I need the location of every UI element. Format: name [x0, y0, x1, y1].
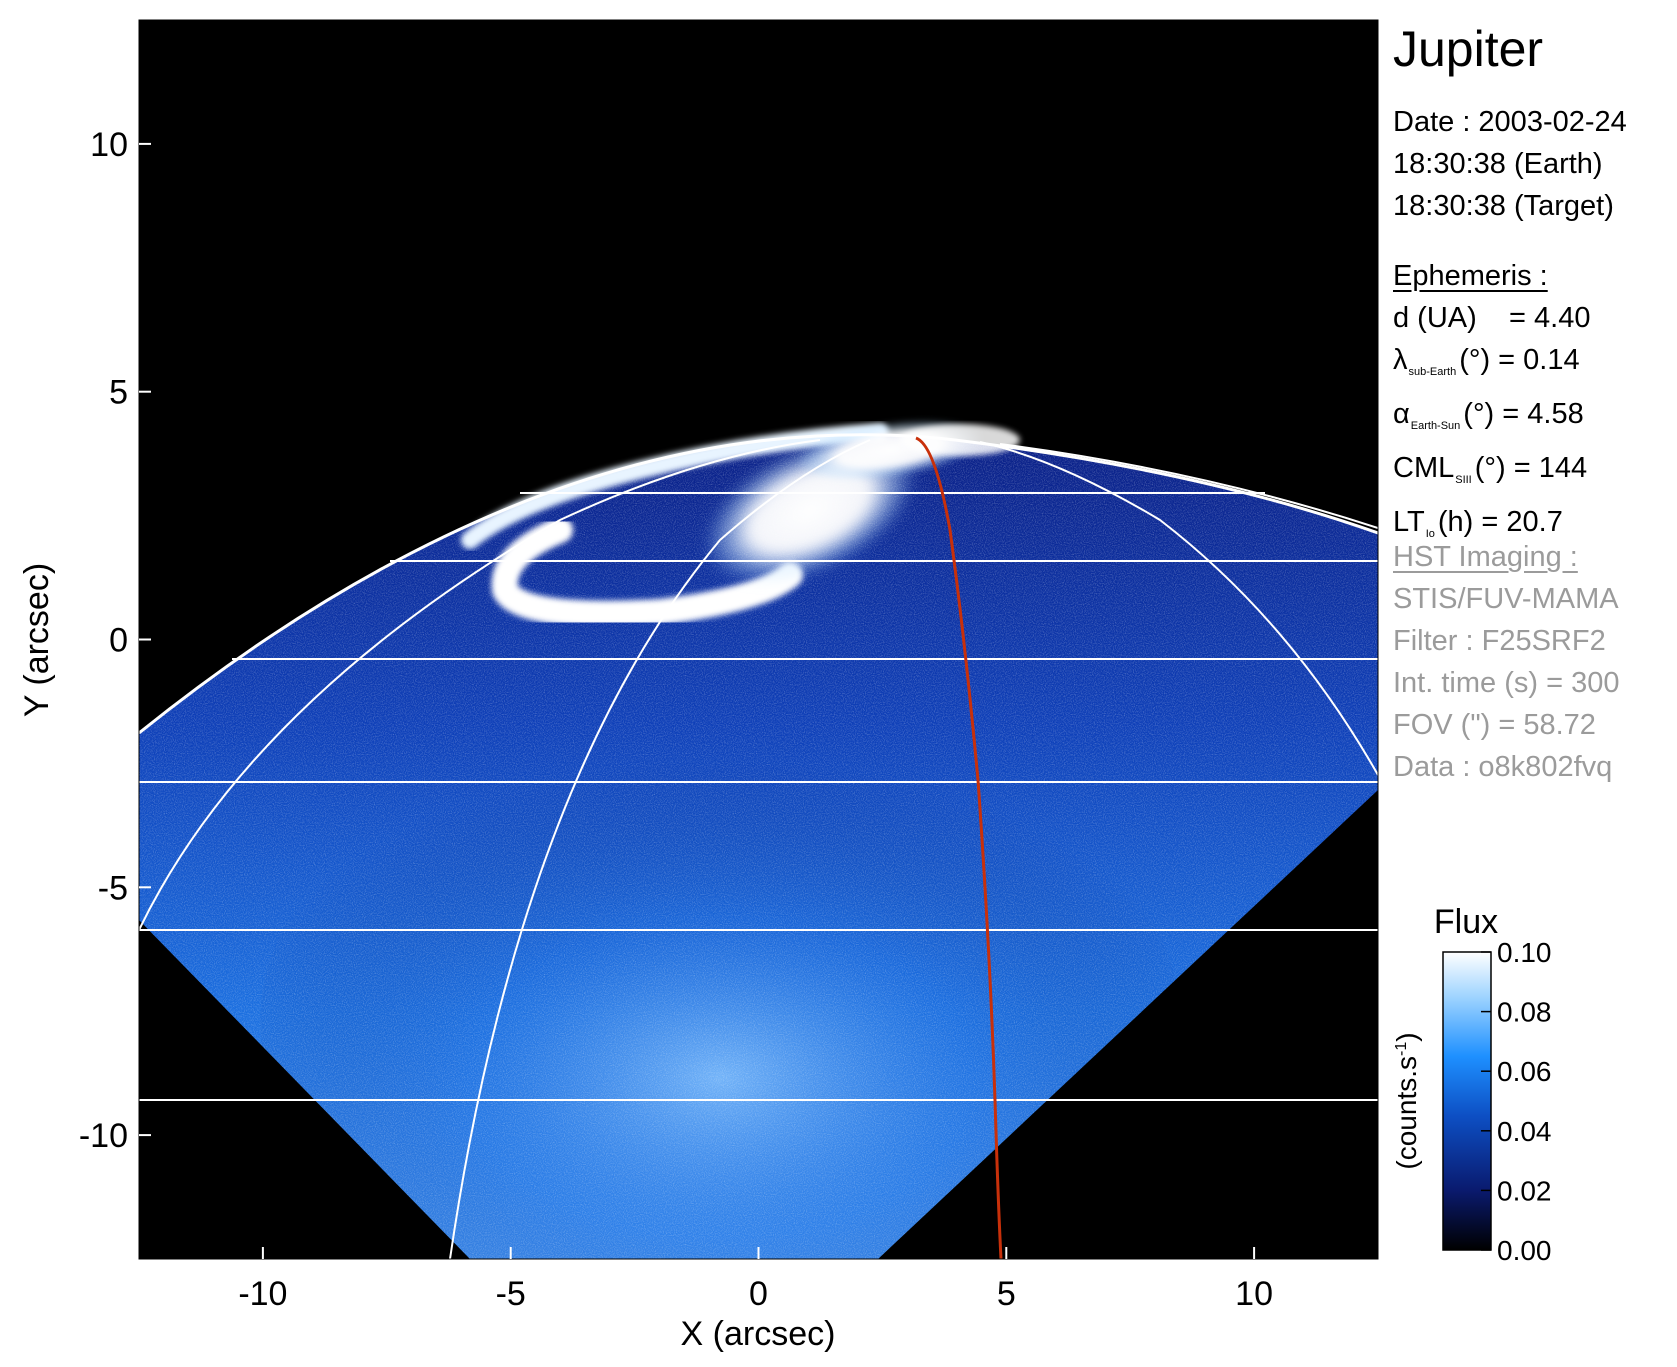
colorbar-tick-label: 0.10: [1497, 937, 1552, 968]
ephemeris-block: Ephemeris : d (UA) = 4.40 λsub-Earth (°) …: [1393, 255, 1590, 555]
longitude-line: [999, 443, 1378, 529]
x-tick-label: -5: [496, 1275, 526, 1313]
distance-line: d (UA) = 4.40: [1393, 302, 1591, 334]
integration-time-line: Int. time (s) = 300: [1393, 667, 1620, 699]
longitude-line: [979, 441, 1378, 776]
colorbar-tick-label: 0.00: [1497, 1235, 1552, 1266]
date-block: Date : 2003-02-24 18:30:38 (Earth) 18:30…: [1393, 101, 1627, 227]
y-axis: 10 5 0 -5 -10: [79, 126, 151, 1155]
colorbar-unit-label: (counts.s-1): [1391, 1032, 1422, 1169]
y-axis-label: Y (arcsec): [18, 563, 56, 717]
image-panel: [139, 20, 1378, 1259]
limb-line: [139, 433, 1378, 735]
dataset-line: Data : o8k802fvq: [1393, 751, 1613, 783]
y-tick-label: 0: [109, 622, 128, 660]
ephemeris-heading: Ephemeris :: [1393, 260, 1548, 292]
y-tick-label: -10: [79, 1117, 128, 1155]
target-time: 18:30:38 (Target): [1393, 190, 1614, 222]
colorbar-tick-label: 0.08: [1497, 997, 1552, 1028]
instrument-line: STIS/FUV-MAMA: [1393, 583, 1619, 615]
target-title: Jupiter: [1393, 21, 1544, 77]
info-panel: Jupiter: [1393, 20, 1543, 78]
fov-line: FOV (") = 58.72: [1393, 709, 1596, 741]
colorbar-tick-label: 0.02: [1497, 1175, 1552, 1206]
latitude-line: λsub-Earth (°) = 0.14: [1393, 344, 1580, 378]
colorbar-ticks: 0.00 0.02 0.04 0.06 0.08 0.10: [1481, 937, 1552, 1266]
longitude-line: [449, 439, 871, 1259]
colorbar-tick-label: 0.04: [1497, 1116, 1552, 1147]
x-tick-label: 5: [997, 1275, 1016, 1313]
x-tick-label: 10: [1235, 1275, 1273, 1313]
date-line: Date : 2003-02-24: [1393, 106, 1627, 138]
y-tick-label: 5: [109, 374, 128, 412]
local-time-line: LTIo (h) = 20.7: [1393, 506, 1563, 540]
x-tick-label: 0: [749, 1275, 768, 1313]
phase-angle-line: αEarth-Sun (°) = 4.58: [1393, 398, 1584, 432]
earth-time: 18:30:38 (Earth): [1393, 148, 1603, 180]
x-axis-label: X (arcsec): [681, 1315, 836, 1353]
planetographic-grid: [139, 433, 1378, 1259]
colorbar-gradient: [1442, 951, 1492, 1251]
x-tick-label: -10: [238, 1275, 287, 1313]
longitude-line: [139, 439, 821, 931]
colorbar-title: Flux: [1434, 903, 1498, 941]
x-axis: -10 -5 0 5 10: [238, 1247, 1273, 1313]
imaging-heading: HST Imaging :: [1393, 541, 1578, 573]
y-tick-label: 10: [90, 126, 128, 164]
filter-line: Filter : F25SRF2: [1393, 625, 1606, 657]
io-footprint-trace: [915, 436, 1003, 1259]
cml-line: CMLSIII (°) = 144: [1393, 452, 1588, 486]
colorbar-tick-label: 0.06: [1497, 1056, 1552, 1087]
imaging-block: HST Imaging : STIS/FUV-MAMA Filter : F25…: [1393, 536, 1619, 788]
colorbar: Flux 0.00 0.02 0.04 0.06 0.08 0.10 (counts.s-…: [1391, 903, 1552, 1266]
y-tick-label: -5: [98, 869, 128, 907]
